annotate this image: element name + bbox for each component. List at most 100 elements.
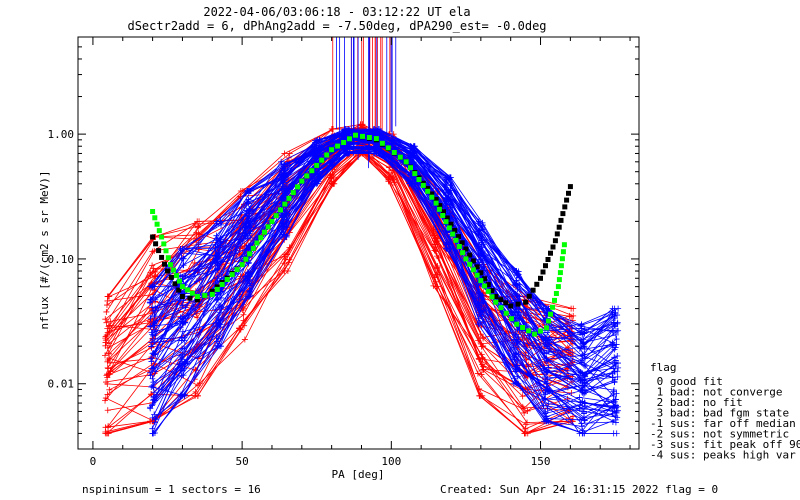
fit-dot (319, 157, 325, 163)
legend: flag 0 good fit 1 bad: not converge 2 ba… (650, 361, 800, 462)
data-point-marker (579, 398, 586, 405)
data-point-marker (611, 368, 618, 375)
data-point-marker (480, 334, 487, 341)
fit-dot (443, 219, 449, 225)
data-point-marker (610, 387, 617, 394)
data-point-marker (104, 391, 111, 398)
legend-item: -4 sus: peaks high var (650, 449, 796, 462)
data-point-marker (522, 421, 529, 428)
data-point-marker (103, 302, 110, 309)
fit-dot (162, 261, 167, 267)
fit-dot (429, 194, 435, 200)
fit-dot (555, 284, 561, 290)
fit-dot (557, 270, 563, 276)
fit-dot (433, 200, 439, 206)
chart-title-line-2: dSectr2add = 6, dPhAng2add = -7.50deg, d… (127, 19, 546, 33)
plot-frame (77, 36, 640, 450)
data-point-marker (609, 339, 616, 346)
data-point-marker (246, 276, 253, 283)
fit-dot (530, 287, 536, 293)
data-point-marker (214, 343, 221, 350)
legend-item: -2 sus: not symmetric (650, 428, 789, 441)
fit-dot (174, 273, 179, 279)
fit-dot (503, 300, 509, 306)
fit-dot (286, 195, 292, 201)
data-point-marker (217, 234, 224, 241)
data-point-marker (148, 296, 155, 303)
data-point-marker (149, 425, 156, 432)
fit-dot (448, 221, 454, 227)
data-point-marker (179, 302, 186, 309)
fit-dot (347, 136, 352, 142)
data-point-marker (102, 316, 109, 323)
data-point-marker (577, 377, 584, 384)
data-point-marker (612, 331, 619, 338)
fit-dot (485, 288, 491, 294)
axes-layer: 0 50 100 150 0.01 0.10 1.00 (48, 37, 639, 468)
data-point-marker (613, 396, 619, 403)
data-point-marker (612, 357, 619, 364)
fit-dot (194, 297, 200, 303)
data-point-marker (283, 223, 290, 230)
data-point-marker (543, 335, 550, 342)
fit-dot (514, 321, 520, 327)
data-point-marker (444, 178, 451, 185)
fit-dot (544, 325, 549, 331)
data-point-marker (581, 389, 588, 396)
data-point-marker (516, 274, 523, 281)
data-layer (102, 37, 622, 437)
fit-dot (258, 235, 264, 241)
fit-dot (526, 328, 532, 334)
data-point-marker (578, 369, 585, 376)
fit-dot (498, 297, 504, 303)
data-point-marker (149, 304, 156, 311)
data-point-marker (241, 336, 248, 343)
fit-dot (493, 294, 499, 299)
fit-dot (558, 263, 564, 269)
series-curve (108, 144, 569, 434)
fit-dot (299, 178, 305, 184)
fit-dot (489, 288, 495, 294)
fit-dot (515, 301, 521, 307)
data-point-marker (331, 180, 338, 187)
data-point-marker (105, 430, 112, 437)
data-point-marker (216, 309, 223, 316)
data-point-marker (151, 389, 158, 396)
data-point-marker (247, 234, 254, 241)
data-point-marker (246, 230, 253, 237)
fit-dot (485, 282, 491, 288)
data-point-marker (149, 365, 156, 372)
fit-dot (493, 299, 499, 305)
data-point-marker (103, 308, 110, 315)
fit-dot (548, 250, 553, 256)
data-point-marker (215, 320, 222, 327)
series-blue-curves (146, 125, 622, 437)
data-point-marker (612, 413, 619, 420)
data-point-marker (242, 248, 249, 255)
fit-dot (538, 328, 543, 334)
fit-dot (265, 224, 271, 230)
fit-dot (554, 231, 560, 237)
data-point-marker (615, 327, 622, 334)
fit-dot (224, 277, 230, 282)
data-point-marker (510, 282, 517, 289)
fit-dot (314, 162, 320, 168)
data-point-marker (545, 400, 552, 407)
data-point-marker (612, 363, 619, 370)
data-point-marker (178, 356, 185, 363)
fit-dot (412, 171, 418, 177)
data-point-marker (510, 318, 517, 325)
data-point-marker (194, 314, 201, 321)
data-point-marker (542, 389, 549, 396)
fit-dot (150, 234, 156, 240)
data-point-marker (614, 353, 621, 360)
data-point-marker (217, 294, 224, 301)
data-point-marker (213, 333, 220, 340)
data-point-marker (476, 307, 483, 314)
data-point-marker (180, 255, 187, 262)
fit-dot (168, 274, 174, 280)
data-point-marker (247, 292, 254, 299)
fit-dot (250, 245, 256, 251)
fit-dot (385, 145, 391, 151)
data-point-marker (514, 373, 521, 380)
